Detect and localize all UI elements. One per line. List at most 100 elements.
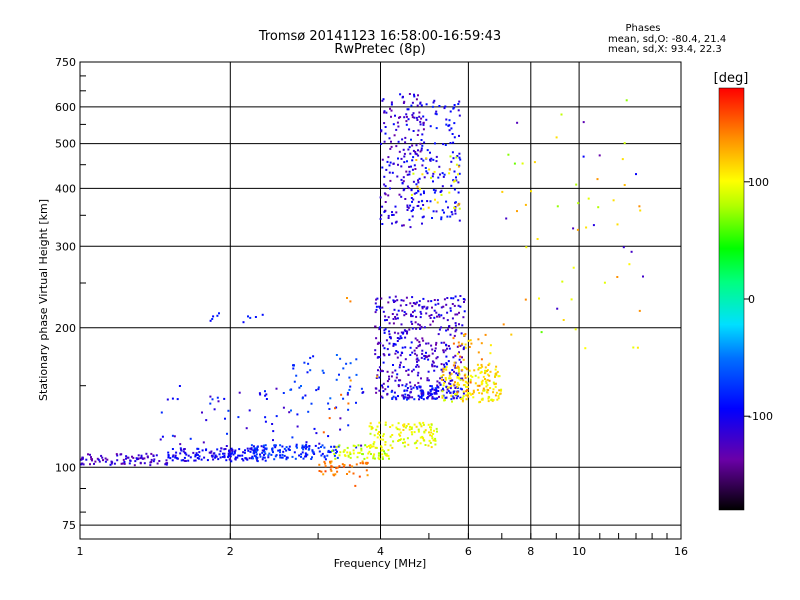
data-point xyxy=(247,315,249,318)
data-point xyxy=(322,473,325,476)
data-point xyxy=(252,457,254,460)
data-point xyxy=(252,449,255,452)
data-point xyxy=(399,93,402,96)
data-point xyxy=(418,188,421,191)
data-point xyxy=(443,341,446,344)
data-point xyxy=(401,224,404,227)
data-point xyxy=(432,397,435,400)
data-point xyxy=(411,351,414,354)
data-point xyxy=(410,138,412,141)
data-point xyxy=(156,462,159,465)
data-point xyxy=(349,451,352,454)
data-point xyxy=(453,370,455,373)
data-point xyxy=(422,204,425,206)
data-point xyxy=(383,452,386,455)
data-point xyxy=(238,448,241,451)
data-point xyxy=(384,328,387,331)
data-point xyxy=(384,423,387,426)
data-point xyxy=(481,397,484,400)
data-point xyxy=(243,451,246,454)
data-point xyxy=(252,452,255,455)
data-point xyxy=(455,328,458,331)
data-point xyxy=(402,424,404,427)
chart-title: Tromsø 20141123 16:58:00-16:59:43 xyxy=(258,29,501,44)
data-point xyxy=(432,101,435,104)
data-point xyxy=(432,439,435,442)
data-point xyxy=(312,355,315,358)
data-point xyxy=(419,207,422,210)
data-point xyxy=(459,295,462,297)
data-point xyxy=(414,337,417,340)
data-point xyxy=(435,392,438,395)
data-point xyxy=(432,188,435,191)
data-point xyxy=(596,178,599,181)
data-point xyxy=(421,389,424,392)
data-point xyxy=(89,463,91,466)
data-point xyxy=(433,388,436,391)
data-point xyxy=(417,200,420,203)
data-point xyxy=(327,435,330,438)
data-point xyxy=(382,353,385,356)
data-point xyxy=(385,111,388,114)
data-point xyxy=(625,99,628,102)
data-point xyxy=(441,396,444,399)
data-point xyxy=(428,431,430,434)
data-point xyxy=(399,434,402,437)
data-point xyxy=(133,464,136,467)
data-point xyxy=(391,222,393,225)
data-point xyxy=(432,433,435,435)
data-point xyxy=(396,175,399,178)
data-point xyxy=(206,459,209,462)
data-point xyxy=(234,458,237,461)
data-point xyxy=(373,453,376,456)
data-point xyxy=(424,167,427,169)
y-tick-label: 500 xyxy=(55,138,76,151)
data-point xyxy=(464,346,467,349)
data-point xyxy=(383,110,386,113)
data-point xyxy=(348,470,351,473)
data-point xyxy=(405,312,408,315)
data-point xyxy=(561,280,564,283)
data-point xyxy=(304,452,307,455)
data-point xyxy=(449,387,452,390)
data-point xyxy=(392,299,395,302)
data-point xyxy=(315,432,318,435)
data-point xyxy=(388,333,391,336)
data-point xyxy=(279,456,282,459)
data-point xyxy=(347,408,350,411)
data-point xyxy=(469,374,472,377)
data-point xyxy=(453,106,456,109)
data-point xyxy=(256,456,259,459)
data-point xyxy=(348,376,351,379)
data-point xyxy=(413,349,416,352)
data-point xyxy=(363,457,366,460)
x-tick-label: 2 xyxy=(227,545,234,558)
data-point xyxy=(382,438,385,441)
data-point xyxy=(360,387,363,390)
data-point xyxy=(456,365,459,368)
data-point xyxy=(420,356,423,359)
data-point xyxy=(412,156,415,159)
data-point xyxy=(423,305,426,308)
data-point xyxy=(403,423,406,426)
data-point xyxy=(507,153,510,156)
data-point xyxy=(395,426,398,429)
data-point xyxy=(355,358,358,361)
data-point xyxy=(352,472,355,475)
data-point xyxy=(445,362,448,365)
data-point xyxy=(408,146,411,149)
data-point xyxy=(419,327,422,330)
data-point xyxy=(411,168,414,171)
y-tick-label: 600 xyxy=(55,101,76,114)
data-point xyxy=(418,340,421,343)
data-point xyxy=(432,361,435,364)
data-point xyxy=(382,382,385,385)
data-point xyxy=(470,393,472,396)
data-point xyxy=(487,400,490,403)
data-point xyxy=(354,445,357,448)
data-point xyxy=(454,387,457,389)
data-points xyxy=(80,93,644,487)
data-point xyxy=(380,214,383,217)
